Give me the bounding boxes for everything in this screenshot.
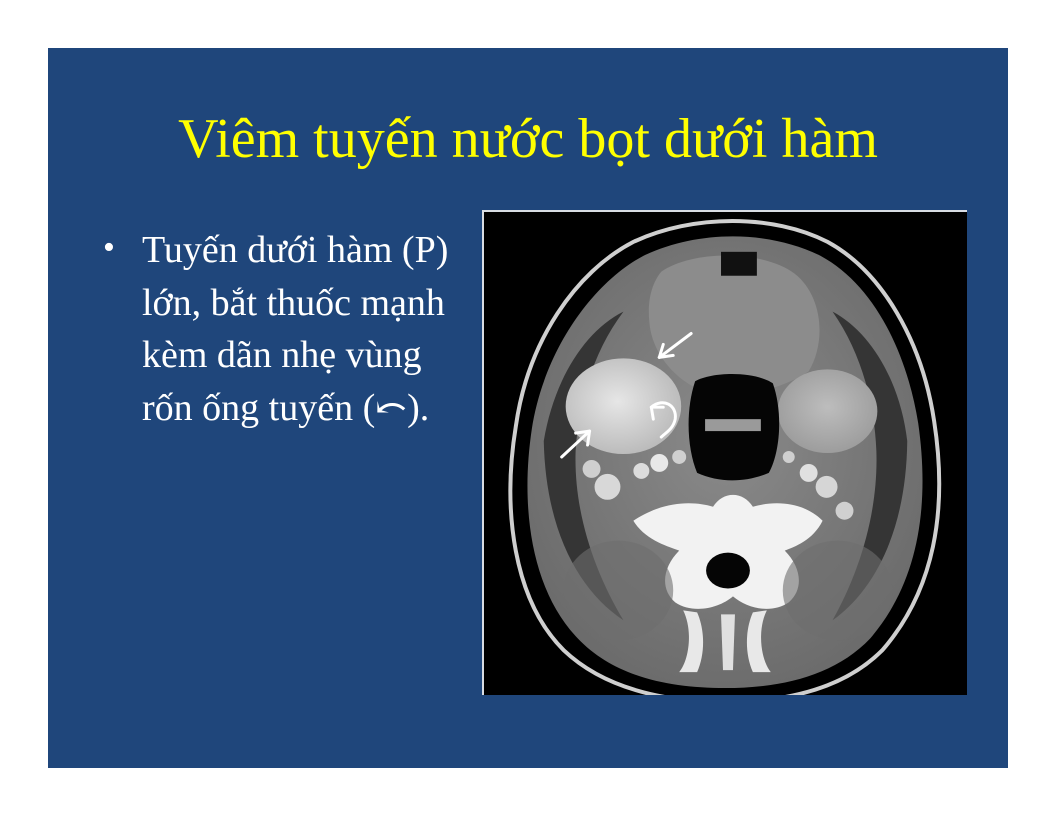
bullet-text: Tuyến dưới hàm (P) lớn, bắt thuốc mạnh k… bbox=[142, 229, 449, 429]
tongue bbox=[648, 255, 820, 395]
ct-scan-image bbox=[482, 210, 967, 695]
ct-scan-drawing bbox=[508, 219, 942, 695]
skin-outline bbox=[508, 219, 942, 695]
curved-arrow-indicator bbox=[649, 401, 677, 439]
slide-title: Viêm tuyến nước bọt dưới hàm bbox=[178, 108, 878, 170]
arrow-indicator-1 bbox=[657, 332, 693, 359]
bullet-marker: • bbox=[103, 229, 115, 266]
arrow-indicator-2 bbox=[560, 429, 592, 459]
left-submandibular-gland bbox=[777, 369, 878, 454]
vertebra bbox=[633, 494, 823, 609]
right-submandibular-gland bbox=[565, 358, 682, 454]
